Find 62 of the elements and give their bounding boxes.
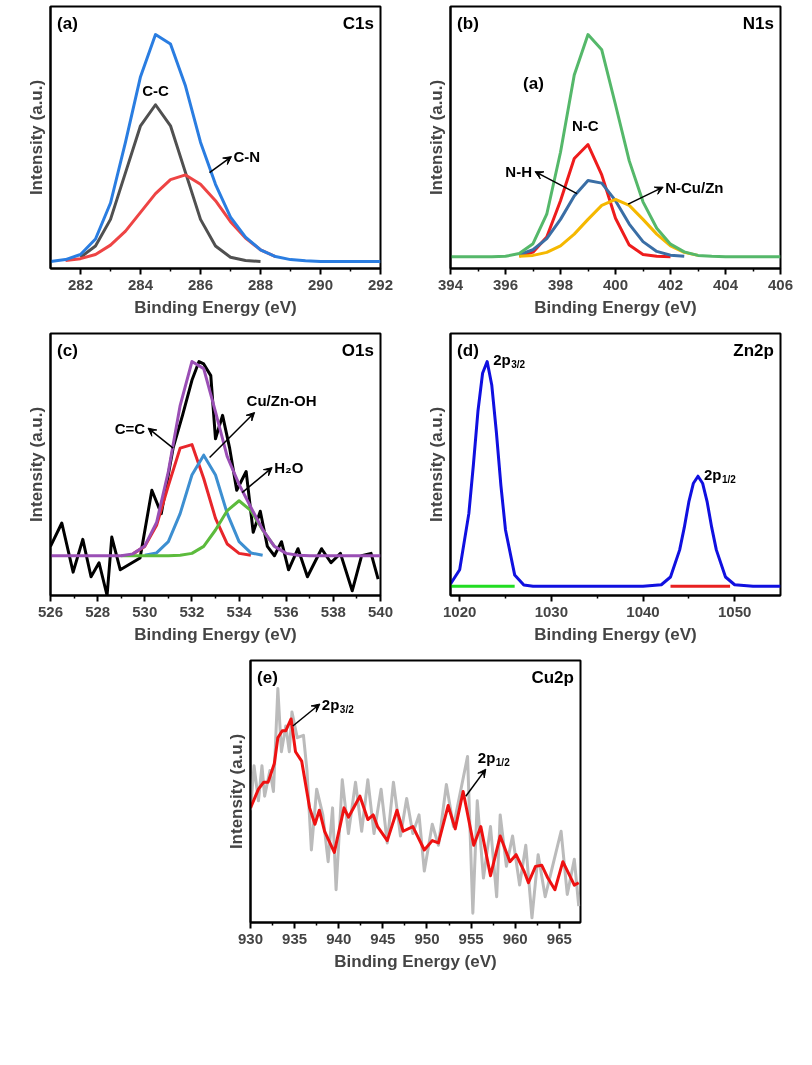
x-tick-label: 396 — [492, 275, 519, 293]
x-tick-label: 290 — [307, 275, 334, 293]
y-axis-title: Intensity (a.u.) — [426, 406, 446, 523]
x-tick-label: 288 — [247, 275, 274, 293]
text: O1s — [341, 341, 374, 361]
x-tick-label: 406 — [767, 275, 794, 293]
x-tick-label: 394 — [437, 275, 464, 293]
x-tick-label: 965 — [546, 929, 572, 947]
x-axis-title: Binding Energy (eV) — [334, 951, 497, 971]
x-tick-label: 528 — [85, 602, 111, 620]
x-axis-title: Binding Energy (eV) — [134, 624, 297, 644]
annotation: N-Cu/Zn — [665, 178, 724, 196]
x-tick-label: 536 — [273, 602, 299, 620]
x-tick-label: 945 — [370, 929, 396, 947]
y-axis-title: Intensity (a.u.) — [426, 79, 446, 196]
text: C1s — [342, 14, 374, 34]
annotation: Cu/Zn-OH — [246, 391, 317, 409]
x-tick-label: 402 — [657, 275, 684, 293]
x-tick-label: 398 — [547, 275, 574, 293]
text: (a) — [57, 14, 78, 34]
text: Zn2p — [733, 341, 774, 361]
x-tick-label: 1040 — [626, 602, 660, 620]
text: N1s — [742, 14, 774, 34]
x-tick-label: 960 — [502, 929, 528, 947]
x-axis-title: Binding Energy (eV) — [534, 624, 697, 644]
y-axis-title: Intensity (a.u.) — [226, 733, 246, 850]
text: (e) — [257, 668, 278, 688]
annotation: (a) — [523, 74, 544, 94]
x-axis-title: Binding Energy (eV) — [134, 297, 297, 317]
x-axis-title: Binding Energy (eV) — [534, 297, 697, 317]
annotation: C=C — [114, 419, 146, 437]
x-tick-label: 930 — [237, 929, 264, 947]
x-tick-label: 404 — [712, 275, 739, 293]
x-tick-label: 534 — [226, 602, 253, 620]
x-tick-label: 538 — [320, 602, 346, 620]
x-tick-label: 1030 — [534, 602, 569, 620]
annotation: C-N — [233, 148, 261, 166]
y-axis-title: Intensity (a.u.) — [26, 79, 46, 196]
text: Cu2p — [531, 668, 574, 688]
x-tick-label: 940 — [326, 929, 352, 947]
x-tick-label: 955 — [458, 929, 484, 947]
text: (c) — [57, 341, 78, 361]
x-tick-label: 950 — [414, 929, 440, 947]
x-tick-label: 400 — [602, 275, 629, 293]
x-tick-label: 530 — [132, 602, 158, 620]
annotation: N-H — [505, 163, 533, 181]
x-tick-label: 292 — [367, 275, 394, 293]
x-tick-label: 935 — [282, 929, 308, 947]
x-tick-label: 1020 — [442, 602, 477, 620]
x-tick-label: 526 — [37, 602, 64, 620]
x-tick-label: 284 — [127, 275, 154, 293]
text: (d) — [457, 341, 479, 361]
text: (b) — [457, 14, 479, 34]
x-tick-label: 532 — [179, 602, 205, 620]
annotation: C-C — [142, 82, 169, 100]
x-tick-label: 286 — [187, 275, 214, 293]
annotation: N-C — [571, 116, 599, 134]
x-tick-label: 1050 — [717, 602, 752, 620]
annotation: H₂O — [274, 459, 304, 477]
x-tick-label: 282 — [67, 275, 94, 293]
y-axis-title: Intensity (a.u.) — [26, 406, 46, 523]
x-tick-label: 540 — [367, 602, 394, 620]
